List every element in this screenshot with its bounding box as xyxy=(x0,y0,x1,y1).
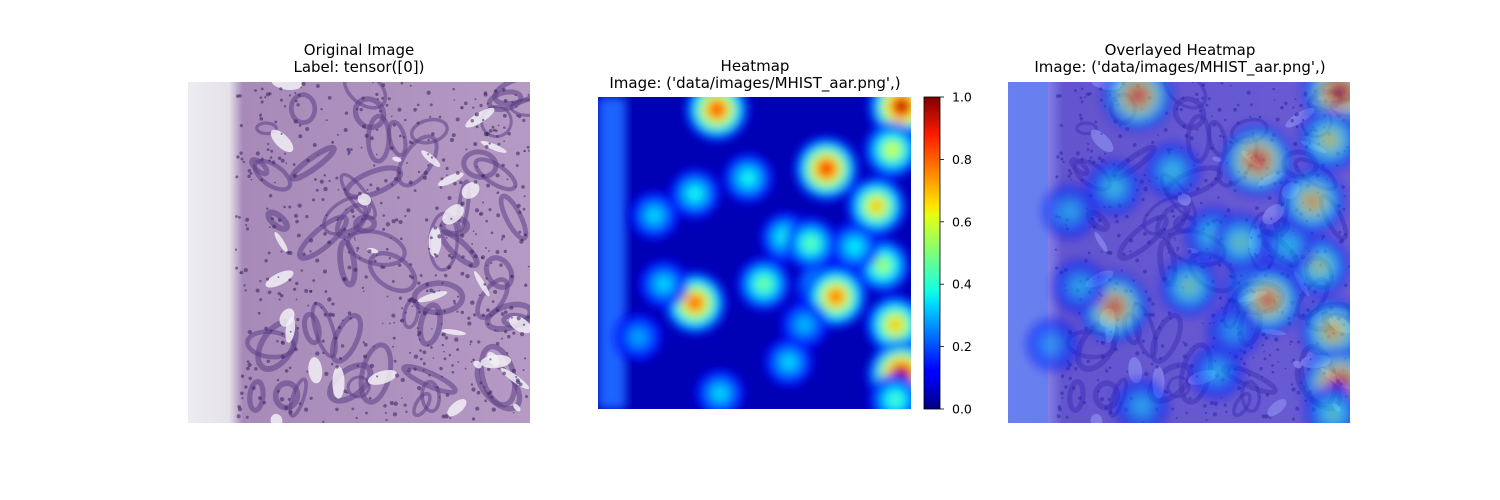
heatmap-hotspot-20 xyxy=(764,337,814,387)
colorbar-tick-label-1: 0.2 xyxy=(952,339,972,354)
heatmap-image xyxy=(598,97,911,409)
heatmap-hotspot-21 xyxy=(695,369,745,409)
overlay-title-line2: Image: ('data/images/MHIST_aar.png',) xyxy=(1034,58,1326,76)
heatmap-hotspot-3 xyxy=(864,121,911,179)
heatmap-hotspot-16 xyxy=(639,259,688,309)
colorbar-tick-label-2: 0.4 xyxy=(952,277,972,292)
heatmap-hotspot-4 xyxy=(723,153,774,204)
original-image-title-line2: Label: tensor([0]) xyxy=(293,58,425,76)
overlay-title: Overlayed Heatmap Image: ('data/images/M… xyxy=(980,42,1380,76)
heatmap-hotspot-5 xyxy=(669,168,721,219)
colorbar-tick-label-4: 0.8 xyxy=(952,152,972,167)
overlay-image xyxy=(1008,82,1350,423)
original-image-title: Original Image Label: tensor([0]) xyxy=(188,42,530,76)
colorbar-tick-label-0: 0.0 xyxy=(952,402,972,417)
heatmap-hotspot-17 xyxy=(780,300,829,349)
heatmap-hotspot-18 xyxy=(865,295,911,355)
heatmap-hotspot-15 xyxy=(663,271,727,335)
overlay-hotspot-8 xyxy=(1043,185,1097,239)
overlay-hotspot-2 xyxy=(1222,124,1294,196)
heatmap-hotspot-8 xyxy=(630,191,679,240)
overlay-hotspot-3 xyxy=(1298,109,1350,171)
overlay-hotspot-0 xyxy=(1102,82,1174,131)
overlay-hotspot-12 xyxy=(1160,257,1219,316)
heatmap-title-line1: Heatmap xyxy=(720,57,790,75)
heatmap-title: Heatmap Image: ('data/images/MHIST_aar.p… xyxy=(560,58,950,92)
overlay-hotspot-5 xyxy=(1086,160,1142,216)
overlay-hotspot-21 xyxy=(1114,379,1168,423)
overlay-hotspot-11 xyxy=(1261,218,1316,273)
overlay-hotspot-16 xyxy=(1053,260,1107,314)
overlay-hotspot-23 xyxy=(1304,384,1350,423)
overlay-hotspot-17 xyxy=(1207,304,1260,357)
original-image xyxy=(188,82,530,423)
colorbar-tick-label-5: 1.0 xyxy=(952,90,972,105)
overlay-hotspot-19 xyxy=(1026,318,1079,371)
overlay-hotspot-4 xyxy=(1144,143,1200,199)
heatmap-hotspot-6 xyxy=(846,176,907,236)
colorbar: 0.0 0.2 0.4 0.6 0.8 1.0 xyxy=(923,90,972,417)
colorbar-tick-label-3: 0.6 xyxy=(952,214,972,229)
heatmap-hotspot-11 xyxy=(829,222,880,272)
overlay-title-line1: Overlayed Heatmap xyxy=(1104,41,1256,59)
overlay-hotspot-10 xyxy=(1211,213,1270,271)
heatmap-hotspot-0 xyxy=(684,97,750,142)
heatmap-hotspot-2 xyxy=(793,136,860,202)
heatmap-hotspot-12 xyxy=(737,257,791,311)
original-image-title-line1: Original Image xyxy=(303,41,415,59)
heatmap-title-line2: Image: ('data/images/MHIST_aar.png',) xyxy=(609,74,901,92)
overlay-hotspot-6 xyxy=(1279,168,1345,234)
heatmap-hotspot-10 xyxy=(784,217,838,270)
overlay-hotspot-18 xyxy=(1300,298,1350,364)
heatmap-hotspot-19 xyxy=(615,313,663,361)
overlay-hotspot-20 xyxy=(1190,345,1244,399)
heatmap-hotspot-23 xyxy=(869,373,911,409)
